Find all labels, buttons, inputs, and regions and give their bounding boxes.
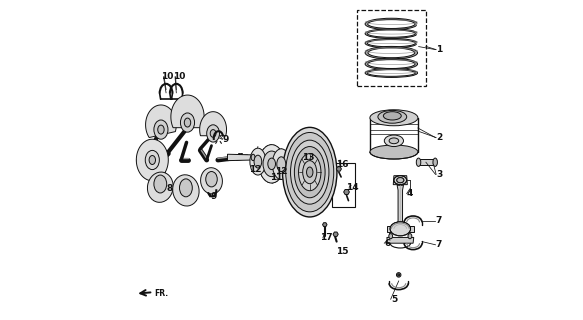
Text: 17: 17 bbox=[319, 233, 332, 242]
Polygon shape bbox=[394, 176, 408, 185]
Ellipse shape bbox=[154, 175, 167, 193]
Text: 13: 13 bbox=[302, 153, 315, 162]
Polygon shape bbox=[387, 226, 414, 232]
Ellipse shape bbox=[365, 38, 417, 48]
Ellipse shape bbox=[272, 149, 290, 180]
Ellipse shape bbox=[368, 48, 415, 58]
Text: 4: 4 bbox=[407, 189, 413, 198]
Ellipse shape bbox=[184, 118, 191, 127]
Text: FR.: FR. bbox=[154, 289, 168, 298]
Ellipse shape bbox=[390, 222, 410, 236]
Ellipse shape bbox=[433, 158, 437, 166]
Ellipse shape bbox=[145, 150, 159, 170]
Ellipse shape bbox=[396, 273, 401, 277]
Polygon shape bbox=[171, 95, 204, 128]
Ellipse shape bbox=[283, 127, 337, 217]
Ellipse shape bbox=[147, 172, 173, 202]
Ellipse shape bbox=[207, 125, 220, 142]
Text: 8: 8 bbox=[166, 184, 173, 193]
Ellipse shape bbox=[268, 158, 276, 170]
Ellipse shape bbox=[384, 135, 403, 147]
Ellipse shape bbox=[303, 161, 317, 184]
Polygon shape bbox=[397, 185, 403, 226]
Ellipse shape bbox=[294, 147, 325, 198]
Text: 14: 14 bbox=[346, 183, 359, 192]
Ellipse shape bbox=[378, 110, 407, 123]
Ellipse shape bbox=[370, 145, 418, 159]
Ellipse shape bbox=[254, 155, 262, 168]
Polygon shape bbox=[227, 154, 253, 161]
Text: 7: 7 bbox=[436, 216, 442, 225]
Ellipse shape bbox=[206, 172, 217, 187]
Text: 3: 3 bbox=[436, 170, 442, 179]
Ellipse shape bbox=[370, 110, 418, 126]
Ellipse shape bbox=[298, 154, 321, 191]
Ellipse shape bbox=[181, 113, 195, 132]
Bar bbox=[332, 163, 356, 207]
Text: 12: 12 bbox=[275, 167, 287, 176]
Ellipse shape bbox=[368, 60, 415, 68]
Ellipse shape bbox=[368, 20, 415, 28]
Text: 9: 9 bbox=[210, 192, 217, 201]
Ellipse shape bbox=[210, 130, 216, 137]
Text: 7: 7 bbox=[436, 240, 442, 249]
Ellipse shape bbox=[384, 112, 401, 120]
Text: 15: 15 bbox=[336, 247, 349, 256]
Ellipse shape bbox=[365, 58, 417, 70]
Text: 6: 6 bbox=[384, 239, 391, 248]
Text: 16: 16 bbox=[336, 160, 349, 169]
Ellipse shape bbox=[307, 167, 313, 177]
Text: 2: 2 bbox=[436, 133, 442, 142]
Text: 10: 10 bbox=[173, 72, 185, 81]
Text: 1: 1 bbox=[436, 45, 442, 54]
Ellipse shape bbox=[367, 30, 415, 37]
Ellipse shape bbox=[397, 178, 404, 183]
Text: 5: 5 bbox=[391, 295, 397, 304]
Ellipse shape bbox=[365, 46, 417, 59]
Ellipse shape bbox=[398, 274, 400, 276]
Ellipse shape bbox=[389, 138, 399, 144]
Ellipse shape bbox=[180, 179, 192, 197]
Polygon shape bbox=[343, 189, 349, 195]
Polygon shape bbox=[336, 167, 342, 171]
Ellipse shape bbox=[154, 120, 168, 139]
Ellipse shape bbox=[158, 125, 164, 134]
Ellipse shape bbox=[408, 234, 412, 239]
Polygon shape bbox=[136, 139, 168, 181]
Ellipse shape bbox=[250, 148, 266, 175]
Ellipse shape bbox=[365, 68, 417, 77]
Ellipse shape bbox=[201, 168, 222, 194]
Text: 9: 9 bbox=[223, 135, 229, 144]
Ellipse shape bbox=[397, 178, 404, 183]
Text: 12: 12 bbox=[250, 165, 262, 174]
Ellipse shape bbox=[290, 140, 329, 204]
Ellipse shape bbox=[367, 40, 415, 47]
Polygon shape bbox=[322, 223, 327, 227]
Ellipse shape bbox=[367, 70, 415, 76]
Ellipse shape bbox=[277, 157, 286, 172]
Polygon shape bbox=[387, 237, 414, 243]
Ellipse shape bbox=[389, 234, 392, 239]
Ellipse shape bbox=[394, 176, 407, 185]
Bar bbox=[357, 10, 426, 86]
Ellipse shape bbox=[365, 29, 417, 38]
Polygon shape bbox=[419, 159, 435, 165]
Ellipse shape bbox=[286, 132, 333, 212]
Ellipse shape bbox=[416, 158, 421, 166]
Text: 11: 11 bbox=[270, 173, 282, 182]
Ellipse shape bbox=[259, 145, 285, 183]
Polygon shape bbox=[146, 105, 176, 138]
Ellipse shape bbox=[263, 151, 280, 177]
Ellipse shape bbox=[251, 154, 255, 161]
Text: 10: 10 bbox=[161, 72, 174, 81]
Polygon shape bbox=[199, 112, 227, 136]
Ellipse shape bbox=[365, 18, 417, 30]
Ellipse shape bbox=[173, 175, 199, 206]
Ellipse shape bbox=[149, 156, 156, 164]
Polygon shape bbox=[333, 232, 338, 236]
